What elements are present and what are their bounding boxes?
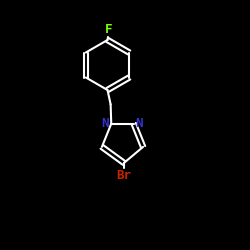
Text: N: N (136, 117, 143, 130)
Text: Br: Br (116, 169, 132, 182)
Text: F: F (105, 23, 112, 36)
Text: N: N (102, 117, 109, 130)
